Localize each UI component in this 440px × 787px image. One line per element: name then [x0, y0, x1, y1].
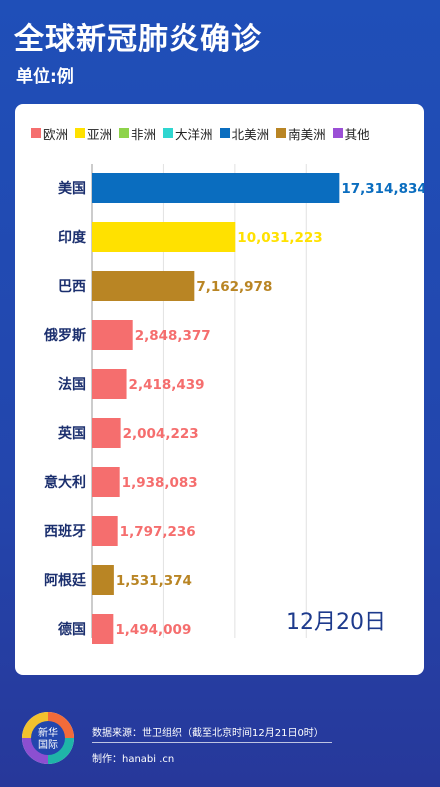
- bar: [92, 320, 133, 350]
- value-label: 1,938,083: [122, 475, 198, 491]
- bar: [92, 271, 195, 301]
- value-label: 17,314,834: [341, 181, 424, 197]
- category-label: 俄罗斯: [43, 327, 86, 344]
- legend-swatch: [332, 128, 343, 138]
- value-label: 2,004,223: [123, 426, 199, 442]
- legend-swatch: [75, 128, 86, 138]
- category-label: 德国: [58, 621, 86, 638]
- legend-swatch: [119, 128, 130, 138]
- bar: [92, 369, 127, 399]
- legend-label: 南美洲: [288, 126, 326, 142]
- legend-label: 欧洲: [43, 126, 69, 142]
- legend-item: 大洋洲: [163, 124, 213, 143]
- legend-swatch: [163, 128, 174, 138]
- legend-label: 亚洲: [87, 126, 113, 142]
- value-label: 2,848,377: [135, 328, 211, 344]
- xinhua-logo: 新华 国际: [22, 712, 74, 764]
- bar: [92, 516, 118, 546]
- made-by: 制作：hanabi .cn: [92, 754, 175, 765]
- legend-label: 大洋洲: [175, 126, 213, 142]
- bar-chart: 美国 17,314,834 印度 10,031,223 巴西 7,162,978 俄罗斯 2,…: [43, 164, 424, 644]
- value-label: 2,418,439: [129, 377, 205, 393]
- footer-divider: [92, 742, 332, 743]
- legend-swatch: [276, 128, 287, 138]
- category-label: 法国: [58, 376, 86, 393]
- bar: [92, 614, 114, 644]
- chart-legend: 欧洲 亚洲 非洲 大洋洲 北美洲 南美洲 其他: [31, 123, 414, 143]
- logo-text-bottom: 国际: [38, 739, 58, 751]
- chart-card: 欧洲 亚洲 非洲 大洋洲 北美洲 南美洲 其他 美国 17,314,834 印度 10,031,2…: [15, 104, 424, 675]
- category-label: 阿根廷: [44, 572, 87, 589]
- legend-label: 其他: [344, 126, 370, 142]
- legend-item: 亚洲: [75, 124, 112, 143]
- legend-label: 北美洲: [231, 126, 270, 142]
- category-label: 巴西: [58, 279, 86, 295]
- legend-item: 其他: [332, 124, 370, 143]
- bar: [92, 222, 236, 252]
- category-label: 印度: [58, 229, 87, 246]
- category-label: 西班牙: [44, 523, 86, 540]
- legend-item: 北美洲: [219, 124, 270, 143]
- legend-item: 南美洲: [276, 124, 326, 143]
- bar: [92, 173, 340, 203]
- legend-label: 非洲: [131, 126, 157, 142]
- category-label: 意大利: [44, 474, 86, 491]
- value-label: 1,797,236: [120, 524, 196, 540]
- bar: [92, 418, 121, 448]
- category-label: 英国: [57, 425, 86, 442]
- value-label: 7,162,978: [196, 279, 272, 295]
- category-label: 美国: [58, 180, 86, 197]
- page-title: 全球新冠肺炎确诊: [14, 22, 262, 57]
- legend-item: 欧洲: [31, 124, 68, 143]
- value-label: 1,531,374: [116, 573, 192, 589]
- bar: [92, 467, 120, 497]
- legend-swatch: [219, 128, 230, 138]
- value-label: 1,494,009: [115, 622, 191, 638]
- logo-text-top: 新华: [38, 726, 58, 739]
- unit-label: 单位:例: [16, 67, 74, 87]
- legend-item: 非洲: [119, 124, 156, 143]
- bar: [92, 565, 114, 595]
- date-label: 12月20日: [286, 610, 386, 635]
- legend-swatch: [31, 128, 41, 138]
- data-source: 数据来源：世卫组织（截至北京时间12月21日0时）: [92, 728, 324, 739]
- value-label: 10,031,223: [237, 230, 322, 246]
